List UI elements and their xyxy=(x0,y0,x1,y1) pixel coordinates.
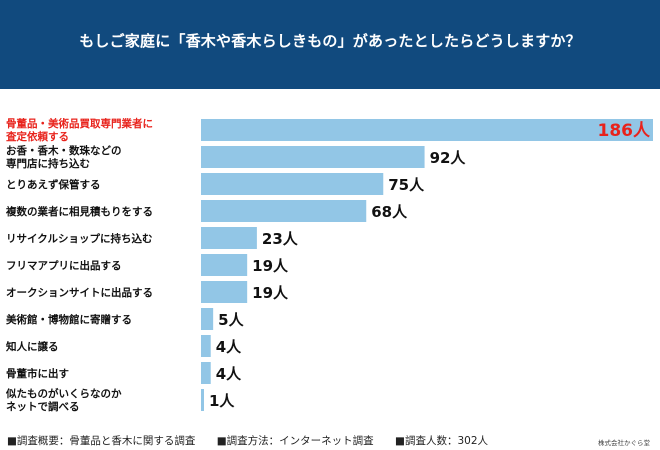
bar xyxy=(201,173,384,195)
chart-title: もしご家庭に「香木や香木らしきもの」があったとしたらどうしますか？ xyxy=(79,32,581,50)
category-label: リサイクルショップに持ち込む xyxy=(6,232,152,245)
value-label: 4人 xyxy=(216,338,242,356)
value-label: 92人 xyxy=(430,149,467,167)
bar xyxy=(201,389,204,411)
bar xyxy=(201,281,248,303)
value-label: 5人 xyxy=(218,311,244,329)
bar xyxy=(201,362,211,384)
category-label: お香・香木・数珠などの専門店に持ち込む xyxy=(6,144,122,170)
value-label: 23人 xyxy=(262,230,299,248)
bar xyxy=(201,146,425,168)
value-label: 68人 xyxy=(371,203,408,221)
category-label: とりあえず保管する xyxy=(6,178,101,191)
value-label: 4人 xyxy=(216,365,242,383)
category-label: フリマアプリに出品する xyxy=(6,259,122,272)
bar xyxy=(201,308,214,330)
category-label: 似たものがいくらなのかネットで調べる xyxy=(5,387,122,413)
category-label: 美術館・博物館に寄贈する xyxy=(6,313,132,326)
value-label: 1人 xyxy=(209,392,235,410)
bar-chart: 骨董品・美術品買取専門業者に査定依頼する 186人お香・香木・数珠などの専門店に持… xyxy=(5,117,653,413)
category-label: 骨董市に出す xyxy=(6,367,69,380)
survey-footer: ■調査概要：骨董品と香木に関する調査 ■調査方法：インターネット調査 ■調査人数… xyxy=(7,433,506,448)
category-label: 骨董品・美術品買取専門業者に査定依頼する xyxy=(5,117,153,143)
survey-overview: ■調査概要：骨董品と香木に関する調査 xyxy=(7,435,196,447)
value-label: 19人 xyxy=(252,284,289,302)
bar xyxy=(201,335,211,357)
bar xyxy=(201,254,248,276)
header-banner: もしご家庭に「香木や香木らしきもの」があったとしたらどうしますか？ xyxy=(0,0,660,89)
bar xyxy=(201,227,257,249)
company-credit: 株式会社かぐら堂 xyxy=(598,439,650,447)
value-label: 19人 xyxy=(252,257,289,275)
survey-method: ■調査方法：インターネット調査 xyxy=(216,435,374,447)
survey-count: ■調査人数：302人 xyxy=(395,435,488,447)
value-label: 75人 xyxy=(388,176,425,194)
category-label: 複数の業者に相見積もりをする xyxy=(5,205,153,218)
category-label: オークションサイトに出品する xyxy=(6,286,153,299)
bar xyxy=(201,119,653,141)
value-label: 186人 xyxy=(598,121,651,141)
bar xyxy=(201,200,367,222)
category-label: 知人に譲る xyxy=(6,340,59,353)
